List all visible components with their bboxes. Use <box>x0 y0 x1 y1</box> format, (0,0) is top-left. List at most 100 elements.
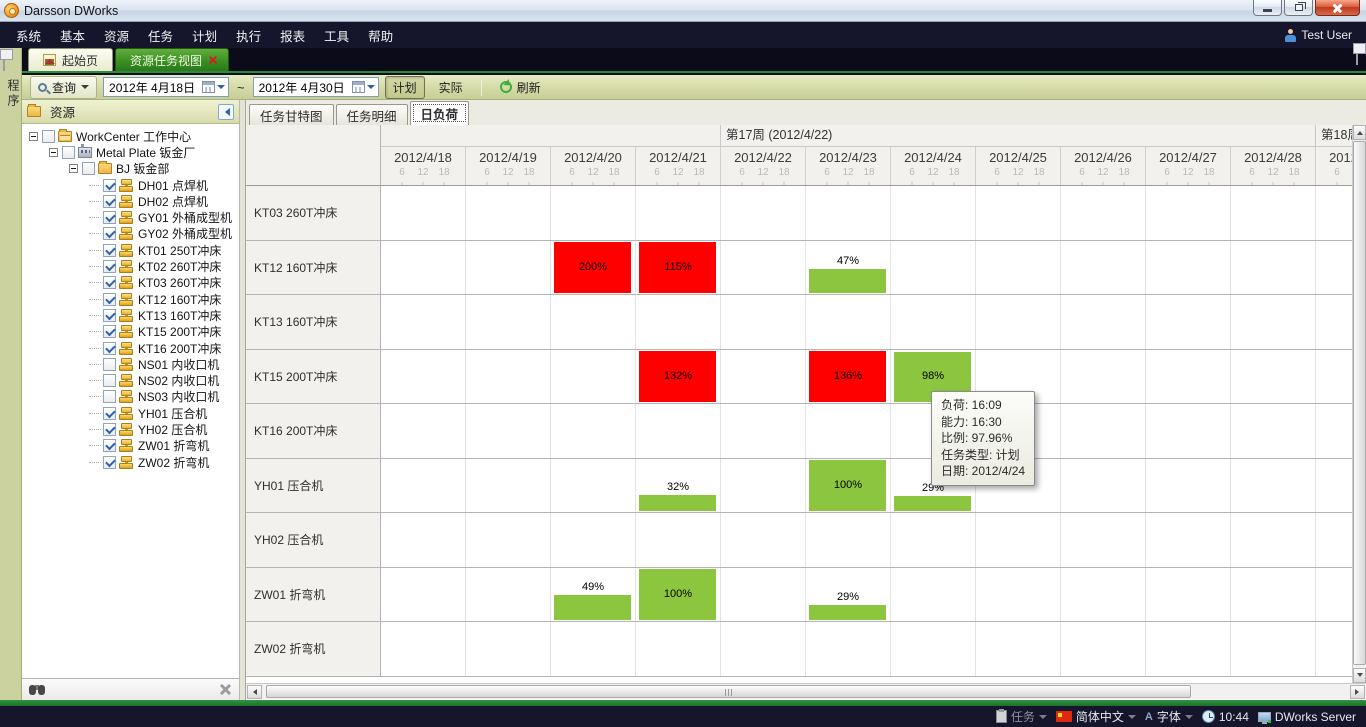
tree-item-gy02[interactable]: GY02 外桶成型机 <box>29 226 239 242</box>
load-cell[interactable] <box>976 458 1061 512</box>
tree-item-workcenter[interactable]: WorkCenter 工作中心 <box>29 128 239 144</box>
load-cell[interactable] <box>381 567 466 621</box>
load-cell[interactable] <box>721 404 806 458</box>
row-header-yh01[interactable]: YH01 压合机 <box>246 458 381 512</box>
load-cell[interactable] <box>1146 295 1231 349</box>
load-cell[interactable] <box>976 404 1061 458</box>
load-cell[interactable] <box>466 622 551 676</box>
tree-checkbox[interactable] <box>103 276 116 290</box>
load-cell[interactable] <box>381 186 466 240</box>
load-cell[interactable] <box>381 622 466 676</box>
refresh-button[interactable]: 刷新 <box>492 76 549 99</box>
menu-item-3[interactable]: 资源 <box>104 29 130 44</box>
load-cell[interactable] <box>1146 513 1231 567</box>
load-cell[interactable] <box>1316 622 1352 676</box>
vertical-scroll-thumb[interactable] <box>1353 141 1366 665</box>
load-cell[interactable] <box>1231 567 1316 621</box>
load-cell[interactable] <box>466 349 551 403</box>
menu-item-8[interactable]: 工具 <box>324 29 350 44</box>
load-bar[interactable] <box>639 242 716 293</box>
load-cell[interactable] <box>1061 458 1146 512</box>
load-cell[interactable] <box>1316 404 1352 458</box>
tree-checkbox[interactable] <box>103 325 116 339</box>
load-cell[interactable] <box>551 513 636 567</box>
load-cell[interactable]: 49% <box>551 567 636 621</box>
load-cell[interactable] <box>1061 404 1146 458</box>
load-bar[interactable] <box>809 269 886 293</box>
load-cell[interactable] <box>721 622 806 676</box>
close-button[interactable] <box>1315 0 1360 16</box>
menu-item-4[interactable]: 任务 <box>148 29 174 44</box>
tree-item-kt15[interactable]: KT15 200T冲床 <box>29 324 239 340</box>
load-cell[interactable]: 47% <box>806 240 891 294</box>
load-cell[interactable] <box>1061 567 1146 621</box>
load-cell[interactable] <box>1061 622 1146 676</box>
row-header-zw02[interactable]: ZW02 折弯机 <box>246 622 381 676</box>
horizontal-scroll-thumb[interactable] <box>266 685 1191 698</box>
load-cell[interactable] <box>551 349 636 403</box>
load-bar[interactable] <box>554 242 631 293</box>
load-cell[interactable] <box>551 295 636 349</box>
tree-item-kt01[interactable]: KT01 250T冲床 <box>29 242 239 258</box>
tree-expander-icon[interactable] <box>69 164 78 174</box>
load-cell[interactable] <box>381 404 466 458</box>
load-bar[interactable] <box>554 595 631 620</box>
window-list-button[interactable] <box>1356 46 1358 65</box>
tree-checkbox[interactable] <box>103 374 116 388</box>
load-cell[interactable] <box>466 458 551 512</box>
load-cell[interactable] <box>1231 513 1316 567</box>
load-cell[interactable] <box>891 622 976 676</box>
load-cell[interactable]: 115% <box>636 240 721 294</box>
clear-icon[interactable] <box>219 683 232 696</box>
load-cell[interactable] <box>551 458 636 512</box>
tree-expander-icon[interactable] <box>49 147 58 157</box>
menu-item-1[interactable]: 系统 <box>16 29 42 44</box>
menu-item-9[interactable]: 帮助 <box>368 29 394 44</box>
load-cell[interactable] <box>806 186 891 240</box>
tree-item-kt02[interactable]: KT02 260T冲床 <box>29 258 239 274</box>
load-cell[interactable] <box>1316 513 1352 567</box>
user-area[interactable]: Test User <box>1285 22 1352 48</box>
load-cell[interactable] <box>721 295 806 349</box>
tree-checkbox[interactable] <box>103 422 116 436</box>
load-cell[interactable] <box>721 458 806 512</box>
load-cell[interactable] <box>1146 404 1231 458</box>
scroll-right-button[interactable] <box>1350 685 1365 699</box>
tree-item-kt16[interactable]: KT16 200T冲床 <box>29 340 239 356</box>
menu-item-6[interactable]: 执行 <box>236 29 262 44</box>
load-cell[interactable] <box>721 186 806 240</box>
load-cell[interactable] <box>1061 349 1146 403</box>
load-cell[interactable] <box>1146 567 1231 621</box>
load-cell[interactable] <box>721 513 806 567</box>
tree-item-yh02[interactable]: YH02 压合机 <box>29 421 239 437</box>
load-cell[interactable] <box>1061 295 1146 349</box>
load-cell[interactable] <box>1146 240 1231 294</box>
load-cell[interactable] <box>891 240 976 294</box>
tree-checkbox[interactable] <box>103 406 116 420</box>
tree-checkbox[interactable] <box>103 390 116 404</box>
tree-checkbox[interactable] <box>103 243 116 257</box>
load-cell[interactable]: 132% <box>636 349 721 403</box>
load-cell[interactable] <box>381 513 466 567</box>
load-cell[interactable] <box>891 295 976 349</box>
tree-item-kt13[interactable]: KT13 160T冲床 <box>29 307 239 323</box>
load-cell[interactable] <box>466 240 551 294</box>
tree-checkbox[interactable] <box>103 260 116 274</box>
view-tab-gantt[interactable]: 任务甘特图 <box>249 104 334 125</box>
date-to-picker[interactable]: 2012年 4月30日 <box>252 77 379 97</box>
program-panel-button[interactable] <box>3 52 18 71</box>
load-cell[interactable]: 100% <box>806 458 891 512</box>
load-cell[interactable] <box>381 240 466 294</box>
load-bar[interactable] <box>639 495 716 511</box>
load-cell[interactable] <box>891 513 976 567</box>
load-cell[interactable] <box>551 186 636 240</box>
tree-item-kt12[interactable]: KT12 160T冲床 <box>29 291 239 307</box>
status-language-menu[interactable]: 简体中文 <box>1055 708 1136 725</box>
load-cell[interactable]: 200% <box>551 240 636 294</box>
tree-checkbox[interactable] <box>103 227 116 241</box>
tree-checkbox[interactable] <box>103 341 116 355</box>
load-cell[interactable] <box>721 240 806 294</box>
load-cell[interactable] <box>1061 513 1146 567</box>
tree-checkbox[interactable] <box>42 129 55 143</box>
load-cell[interactable] <box>466 404 551 458</box>
